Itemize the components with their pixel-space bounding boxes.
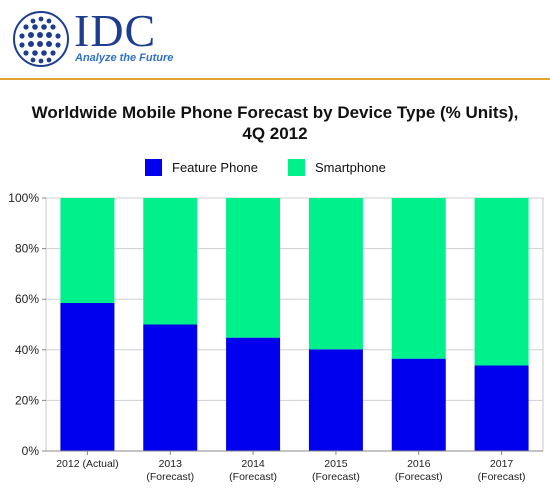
y-tick-label: 60%	[15, 292, 39, 306]
bar-feature-phone	[391, 358, 446, 451]
x-tick-label: (Forecast)	[395, 471, 443, 483]
bar-smartphone	[60, 198, 115, 303]
bar-smartphone	[226, 198, 281, 338]
chart-title-line-1: Worldwide Mobile Phone Forecast by Devic…	[31, 103, 519, 122]
y-tick-label: 100%	[8, 191, 39, 205]
bar-feature-phone	[60, 302, 115, 451]
legend-item-feature-phone: Feature Phone	[145, 155, 258, 179]
legend-label-feature-phone: Feature Phone	[172, 159, 259, 175]
y-tick-label: 0%	[22, 444, 40, 458]
bar-smartphone	[308, 198, 363, 350]
legend-swatch-feature-phone	[145, 158, 162, 176]
x-tick-label: 2015	[324, 458, 348, 470]
legend-swatch-smartphone	[288, 158, 305, 176]
bar-feature-phone	[474, 365, 529, 451]
bar-feature-phone	[308, 349, 363, 451]
bar-smartphone	[391, 198, 446, 359]
x-tick-label: 2017	[490, 458, 514, 470]
y-tick-label: 80%	[15, 242, 39, 256]
plot-area	[45, 197, 544, 452]
globe-icon	[13, 11, 69, 67]
bar-smartphone	[474, 198, 529, 366]
header: IDC Analyze the Future	[0, 0, 550, 78]
stacked-bar-chart: 0%20%40%60%80%100%2012 (Actual) 2013(Fore…	[8, 191, 544, 483]
bar-feature-phone	[143, 324, 198, 451]
x-tick-label: (Forecast)	[312, 471, 360, 483]
x-tick-label: 2012 (Actual)	[56, 458, 118, 470]
x-tick-label: (Forecast)	[146, 471, 194, 483]
header-divider	[0, 78, 550, 80]
x-tick-label: 2014	[241, 458, 265, 470]
x-tick-label: (Forecast)	[229, 471, 277, 483]
y-tick-label: 40%	[15, 343, 39, 357]
chart-legend: Feature Phone Smartphone	[0, 155, 550, 179]
chart-title-line-2: 4Q 2012	[242, 124, 308, 143]
logo-tagline: Analyze the Future	[75, 52, 174, 64]
legend-label-smartphone: Smartphone	[315, 159, 386, 175]
idc-logo: IDC Analyze the Future	[12, 5, 212, 68]
logo-wordmark: IDC	[74, 5, 157, 56]
x-tick-label: 2016	[407, 458, 431, 470]
x-tick-label: (Forecast)	[478, 471, 526, 483]
legend-item-smartphone: Smartphone	[288, 155, 386, 179]
bar-smartphone	[143, 198, 198, 325]
chart-title: Worldwide Mobile Phone Forecast by Devic…	[0, 102, 550, 144]
bar-feature-phone	[226, 337, 281, 451]
x-tick-label: 2013	[159, 458, 183, 470]
y-tick-label: 20%	[15, 393, 39, 407]
